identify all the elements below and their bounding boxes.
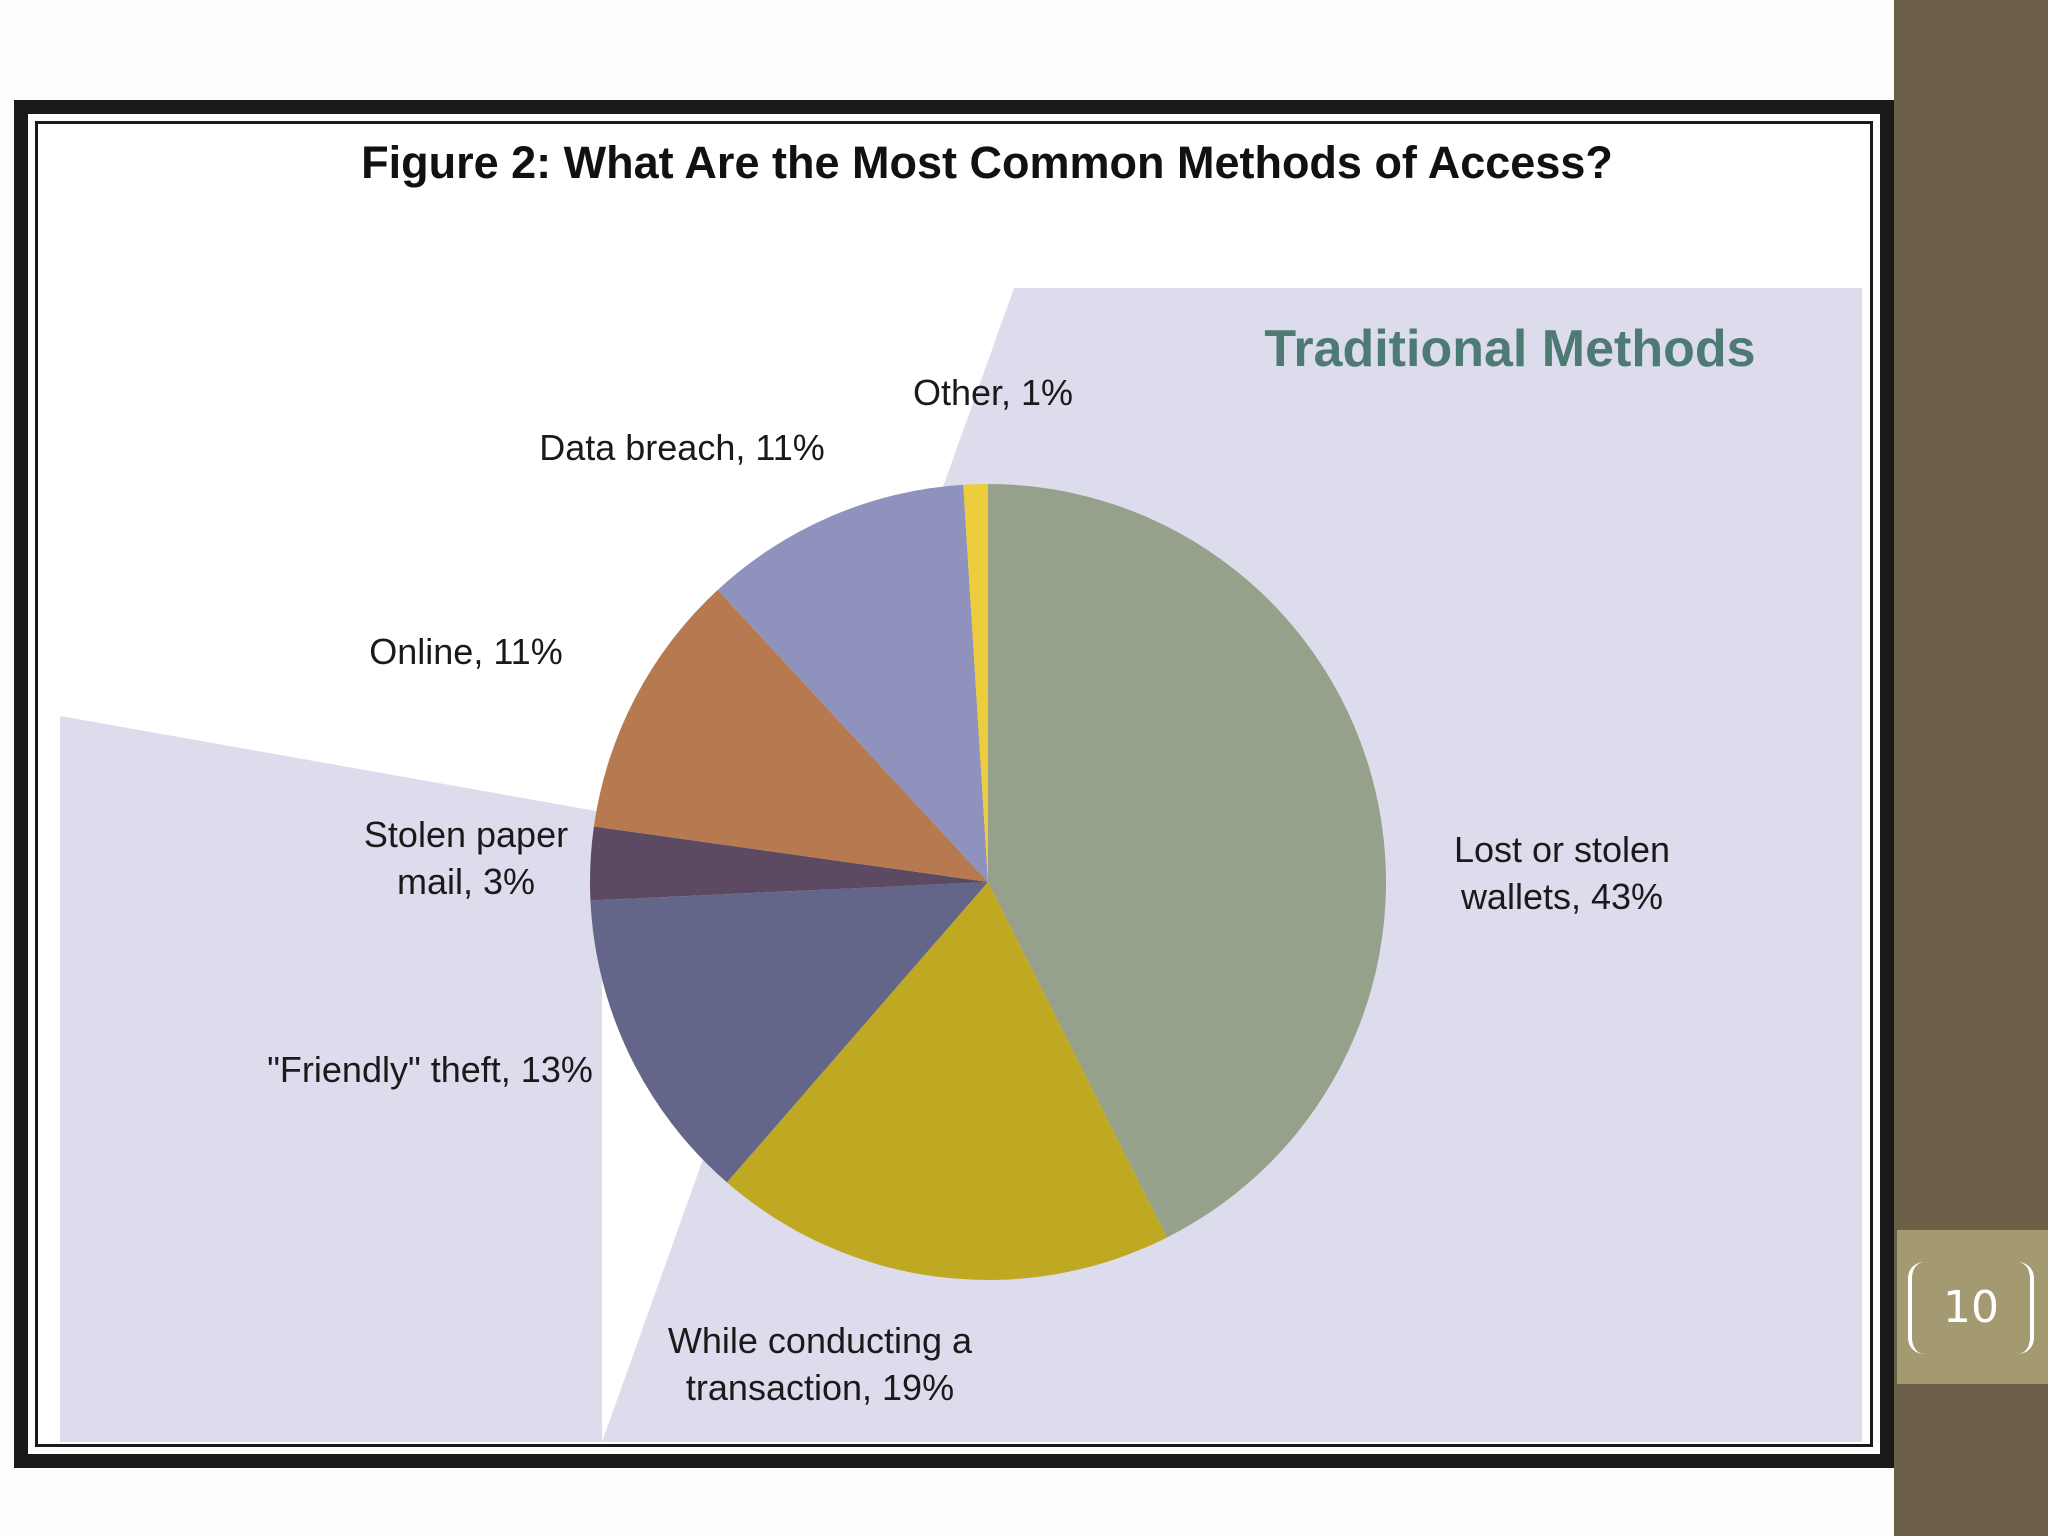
chart-title: Figure 2: What Are the Most Common Metho… [361,137,1613,188]
figure-image: Lost or stolen wallets, 43% While conducti… [28,114,1880,1454]
pie-slice-stolen-paper-mail [589,826,988,901]
slice-label: While conducting a transaction, 19% [668,1320,973,1408]
region-label: Traditional Methods [1264,320,1755,378]
pie-slice-while-conducting-a-transaction [726,882,1168,1280]
slice-labels: Lost or stolen wallets, 43% While conducti… [267,372,1670,1408]
slice-label: Other, 1% [913,372,1073,413]
figure-frame: Lost or stolen wallets, 43% While conducti… [14,100,1894,1468]
slice-label: Stolen paper mail, 3% [364,814,568,902]
pie-slice-other [963,484,988,882]
pie-slice-data-breach [717,484,988,882]
pie-slice-lost-or-stolen-wallets [988,484,1386,1238]
slice-label: Lost or stolen wallets, 43% [1454,829,1670,917]
pie-slices [589,484,1386,1280]
pie-slice-friendly-theft [590,882,988,1183]
slice-label: Data breach, 11% [539,427,825,468]
slice-label: Online, 11% [369,631,562,672]
pie-slice-online [593,589,988,882]
pie-chart: Lost or stolen wallets, 43% While conducti… [60,137,1862,1442]
page-number-box [1897,1230,2048,1384]
page-number: 10 [1908,1262,2034,1354]
slice-label: "Friendly" theft, 13% [267,1049,593,1090]
